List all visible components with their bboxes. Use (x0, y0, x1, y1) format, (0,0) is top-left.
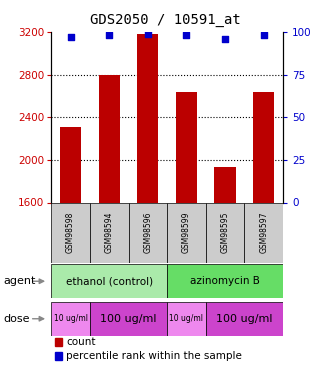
Text: dose: dose (3, 314, 30, 324)
Bar (90, 302, 167, 336)
Bar (253, 92, 274, 202)
Point (68, 34, 73, 40)
Text: GSM98599: GSM98599 (182, 212, 191, 253)
Point (261, 32, 266, 38)
Bar (167, 202, 206, 262)
Bar (206, 202, 244, 262)
Point (184, 32, 189, 38)
Text: GSM98598: GSM98598 (66, 212, 75, 253)
Bar (99, 75, 120, 202)
Point (107, 32, 112, 38)
Point (145, 31, 151, 37)
Bar (176, 92, 197, 202)
Bar (90, 202, 128, 262)
Text: GDS2050 / 10591_at: GDS2050 / 10591_at (90, 13, 241, 27)
Bar (137, 34, 159, 203)
Text: 10 ug/ml: 10 ug/ml (54, 314, 88, 323)
Text: agent: agent (3, 276, 36, 286)
Text: GSM98596: GSM98596 (143, 212, 152, 253)
Text: GSM98595: GSM98595 (220, 212, 230, 253)
Text: azinomycin B: azinomycin B (190, 276, 260, 286)
Text: 100 ug/ml: 100 ug/ml (100, 314, 157, 324)
Bar (51, 202, 90, 262)
Text: 100 ug/ml: 100 ug/ml (216, 314, 273, 324)
Text: GSM98594: GSM98594 (105, 212, 114, 253)
Bar (167, 302, 206, 336)
Text: percentile rank within the sample: percentile rank within the sample (66, 351, 242, 361)
Bar (214, 167, 236, 202)
Bar (51, 302, 90, 336)
Text: ethanol (control): ethanol (control) (66, 276, 153, 286)
Text: count: count (66, 337, 96, 347)
Bar (167, 264, 283, 298)
Bar (60, 127, 81, 202)
Bar (55, 338, 62, 346)
Bar (51, 264, 167, 298)
Text: GSM98597: GSM98597 (259, 212, 268, 253)
Point (222, 36, 228, 42)
Bar (206, 302, 283, 336)
Bar (244, 202, 283, 262)
Text: 10 ug/ml: 10 ug/ml (169, 314, 204, 323)
Bar (55, 352, 62, 360)
Bar (128, 202, 167, 262)
